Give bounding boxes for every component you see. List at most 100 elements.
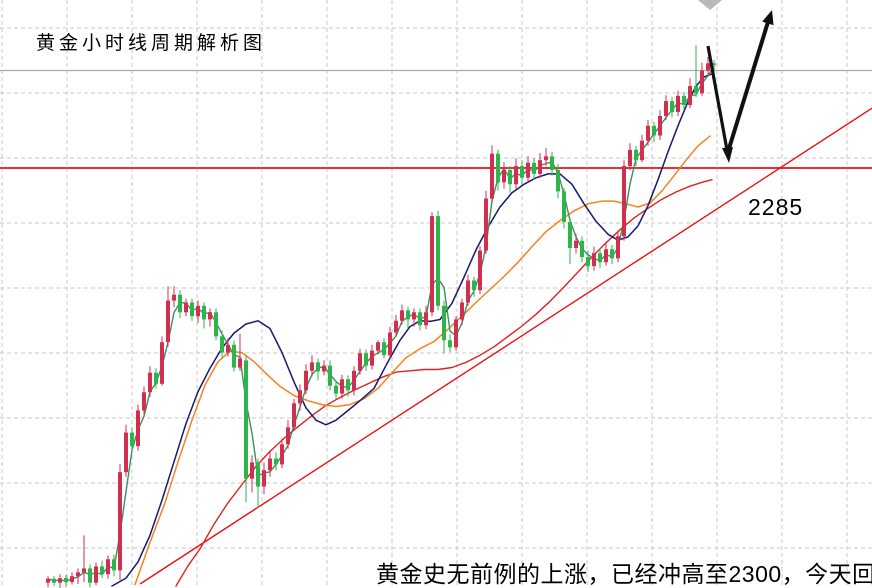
candle [508,166,512,193]
candle-body [544,156,548,161]
candle-body [208,312,212,320]
candle [496,149,500,191]
candle-body [142,392,146,411]
candle-body [676,95,680,113]
candle-body [334,385,338,394]
candle-body [52,578,56,583]
candle [526,156,530,183]
candle [346,375,350,397]
candle [76,568,80,584]
candle-body [634,149,638,161]
candle [544,147,548,167]
candle [118,463,122,581]
candle-body [502,169,506,183]
candle [268,450,272,477]
candle [556,164,560,199]
candle [364,349,368,371]
candle [622,160,626,241]
candle [460,298,464,326]
candle [388,326,392,359]
candle [586,250,590,272]
candle-body [466,280,470,303]
candle-body [316,362,320,372]
candle-body [166,300,170,343]
candle-body [322,365,326,372]
candle-body [88,568,92,583]
ma-slow-red-line [175,178,713,587]
candle [442,300,446,354]
candle [178,290,182,319]
candle [160,336,164,386]
candle-body [658,116,662,136]
candle [244,355,248,503]
candle-body [106,559,110,575]
candle-body [292,403,296,428]
forecast-arrow-up-shaft [725,21,770,156]
candle-body [232,344,236,368]
candle [706,56,710,77]
candle [142,386,146,415]
candle [514,158,518,189]
candle [694,45,698,98]
candle [550,151,554,176]
candle [184,298,188,317]
candle [502,162,506,189]
candle-body [46,578,50,583]
candle [226,338,230,357]
candle [124,424,128,477]
candle [274,452,278,471]
candle-body [136,410,140,447]
candle [166,286,170,347]
candle [148,366,152,397]
candle-body [640,140,644,161]
candle [478,246,482,295]
candle [250,455,254,493]
candle [46,576,50,588]
candle [418,308,422,331]
candle [598,248,602,269]
candle [604,242,608,266]
candle-body [520,166,524,178]
candle [424,305,428,330]
candle-body [682,95,686,105]
candle [136,404,140,451]
candle-body [250,462,254,479]
candle-body [244,360,248,479]
candle [472,276,476,297]
candle [430,212,434,317]
candle-body [556,169,560,192]
candle [466,274,470,306]
candle-body [220,336,224,353]
candle-body [616,236,620,259]
candle [88,564,92,588]
candle-body [268,458,272,471]
candle-body [478,250,482,291]
candle [196,300,200,323]
candle [100,560,104,579]
candle-body [652,125,656,136]
candle-body [238,358,242,368]
candle [316,358,320,381]
candle [208,308,212,327]
candle [520,160,524,185]
candle [82,535,86,583]
candle [358,348,362,375]
candle-body [574,240,578,248]
candle [286,420,290,449]
candle-body [622,166,626,237]
candle [190,298,194,321]
candle [376,340,380,355]
candle-body [352,370,356,391]
candle-body [448,340,452,348]
candle-body [112,559,116,571]
candle-body [358,353,362,371]
candle-body [346,379,350,391]
candle [412,308,416,327]
candle-body [388,332,392,356]
candle-body [94,566,98,583]
candle-body [190,302,194,317]
candle-body [376,342,380,351]
candle-body [184,302,188,313]
candle-body [226,344,230,353]
candle-body [202,305,206,320]
